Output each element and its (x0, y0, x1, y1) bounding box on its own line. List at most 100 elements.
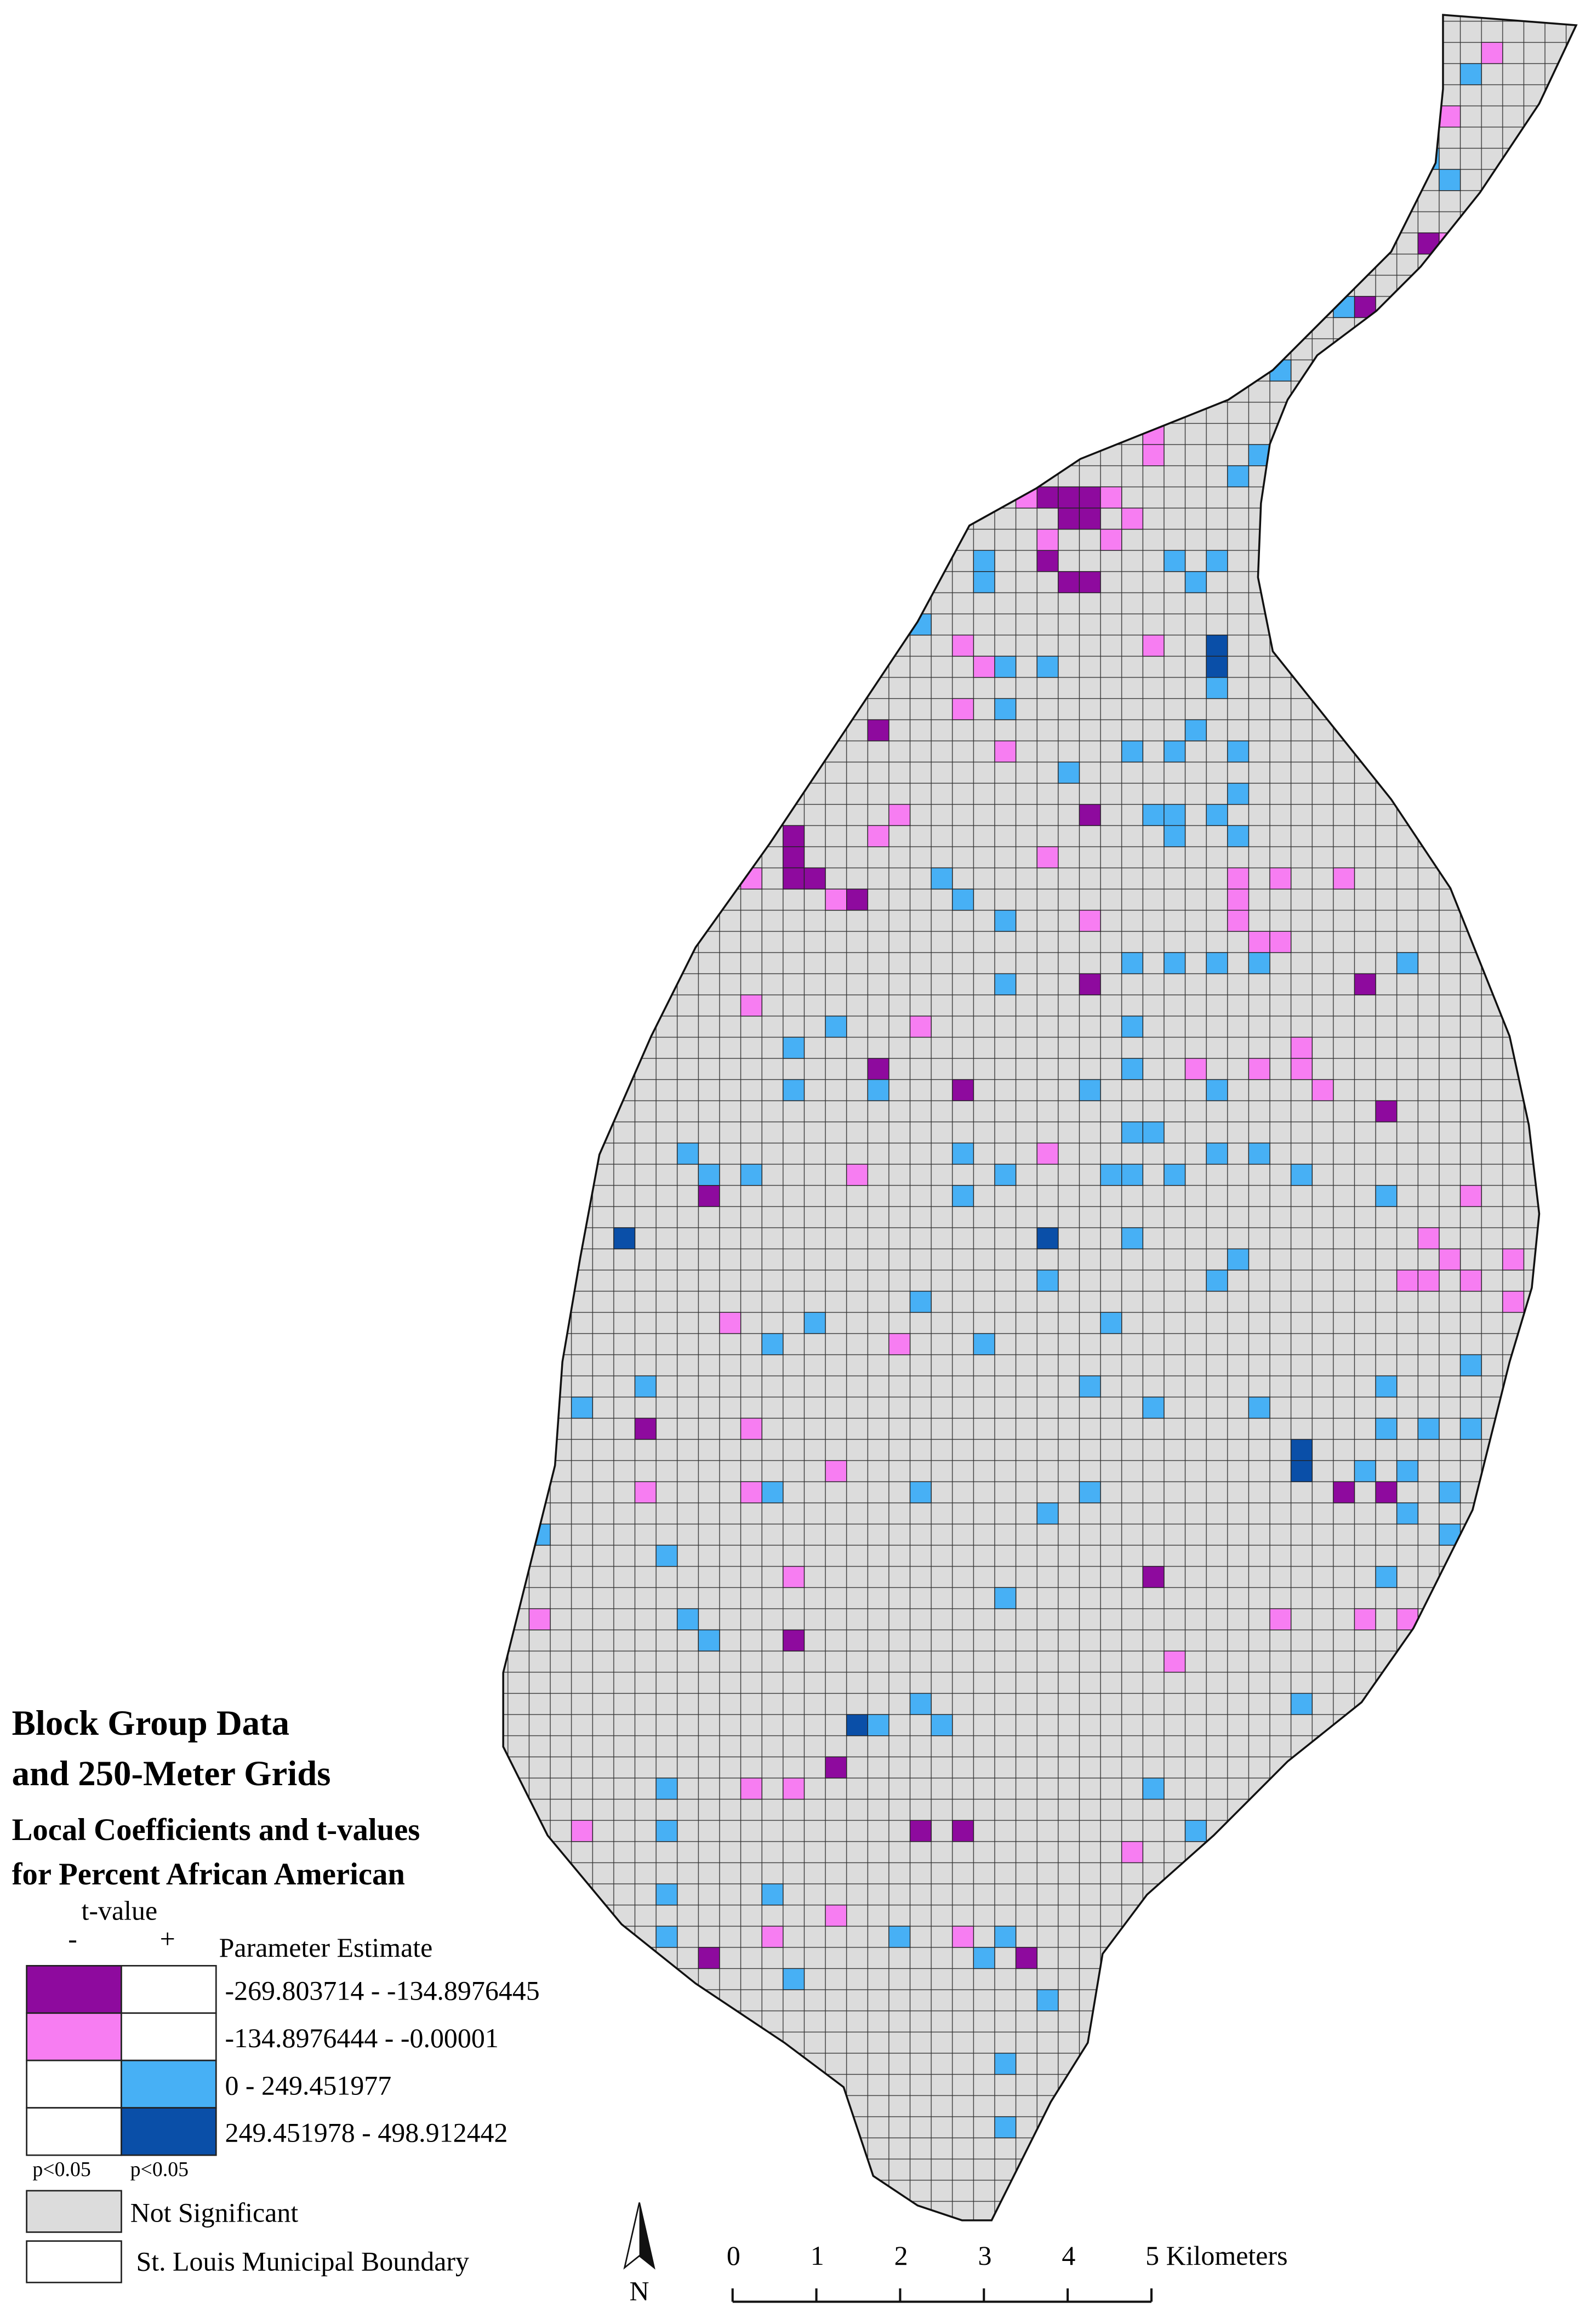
legend-swatch (26, 1965, 122, 2014)
grid-cell (1502, 1291, 1525, 1313)
grid-cell (698, 1184, 720, 1207)
grid-cell (1206, 1269, 1228, 1292)
legend-swatch (121, 2012, 217, 2061)
grid-cell (655, 1926, 678, 1948)
grid-cell (1184, 1058, 1207, 1080)
grid-cell (952, 888, 974, 911)
legend-swatches (26, 1965, 217, 2283)
grid-cell (1227, 465, 1250, 487)
legend-class: 249.451978 - 498.912442 (225, 2117, 507, 2148)
grid-cell (867, 825, 889, 847)
grid-cell (1079, 571, 1101, 594)
grid-cell (1036, 528, 1059, 551)
grid-cell (1227, 909, 1250, 932)
grid-cell (1227, 888, 1250, 911)
grid-cell (783, 1968, 805, 1990)
grid-cell (1142, 1566, 1165, 1588)
grid-cell (1481, 42, 1503, 64)
grid-cell (1100, 486, 1122, 509)
grid-cell (677, 1608, 699, 1631)
grid-cell (655, 1883, 678, 1906)
grid-cell (973, 571, 995, 594)
legend-swatch (121, 2107, 217, 2156)
grid-cell (783, 825, 805, 847)
grid-cell (973, 656, 995, 678)
grid-cell (1184, 1820, 1207, 1842)
grid-cell (698, 1164, 720, 1186)
grid-cell (571, 1820, 593, 1842)
grid-cell (1396, 952, 1418, 975)
grid-cell (1248, 338, 1270, 361)
scale-label: 3 (978, 2240, 991, 2271)
grid-cell (1248, 952, 1270, 975)
grid-cell (1333, 1481, 1355, 1503)
grid-cell (698, 1629, 720, 1651)
grid-cell (1036, 1989, 1059, 2012)
city-area (503, 15, 1576, 2220)
grid-cell (1248, 931, 1270, 953)
grid-cell (1375, 1375, 1398, 1398)
grid-cell (1459, 1417, 1482, 1440)
title: and 250-Meter Grids (12, 1754, 331, 1793)
grid-cell (740, 1778, 762, 1800)
grid-cell (1375, 1100, 1398, 1123)
grid-cell (1184, 719, 1207, 742)
grid-cell (825, 1756, 847, 1779)
grid-cell (931, 867, 953, 890)
grid-cell (803, 867, 826, 890)
legend-label: + (160, 1923, 175, 1954)
grid-cell (634, 1375, 657, 1398)
significant-cells (528, 42, 1525, 2139)
grid-cell (1121, 1164, 1143, 1186)
grid-cell (1121, 952, 1143, 975)
grid-cell (740, 994, 762, 1017)
grid-cell (1354, 973, 1376, 995)
grid-cell (1142, 634, 1165, 657)
grid-cell (1079, 973, 1101, 995)
grid-cell (761, 1481, 784, 1503)
legend-swatch (26, 2059, 122, 2109)
grid-cell (1227, 741, 1250, 763)
grid-cell (1121, 1016, 1143, 1038)
grid-cell (783, 846, 805, 869)
grid-cell (1142, 444, 1165, 466)
grid-cell (1439, 1481, 1461, 1503)
grid-cell (1164, 550, 1186, 572)
grid-cell (1206, 1079, 1228, 1101)
grid-cell (1121, 1121, 1143, 1144)
grid-cell (1290, 1439, 1313, 1461)
grid-cell (1375, 1566, 1398, 1588)
grid-cell (1269, 867, 1292, 890)
grid-cell (1269, 1608, 1292, 1631)
grid-cell (1079, 804, 1101, 826)
scale-label: 0 (727, 2240, 740, 2271)
grid-cell (698, 1947, 720, 1969)
grid-cell (1036, 1502, 1059, 1525)
grid-cell (803, 1312, 826, 1334)
grid-cell (1459, 63, 1482, 86)
grid-cell (867, 1714, 889, 1736)
grid-cell (1227, 867, 1250, 890)
grid-cell (994, 909, 1017, 932)
grid-cell (1375, 1184, 1398, 1207)
grid-cell (1100, 1164, 1122, 1186)
grid-cell (719, 1312, 742, 1334)
grid-cell (783, 1036, 805, 1059)
grid-cell (952, 1820, 974, 1842)
grid-cell (613, 1227, 636, 1250)
grid-cell (1417, 1417, 1440, 1440)
grid-cell (1058, 571, 1080, 594)
grid-cell (994, 2053, 1017, 2075)
grid-cell (1206, 550, 1228, 572)
grid-cell (1121, 508, 1143, 530)
municipal-boundary (502, 14, 1578, 2222)
grid-cell (1164, 1650, 1186, 1673)
grid-cell (1121, 741, 1143, 763)
grid-cell (909, 1820, 932, 1842)
grid-cell (1439, 105, 1461, 128)
grid-cell (1311, 1079, 1334, 1101)
grid-cell (888, 1926, 911, 1948)
grid-cell (1036, 486, 1059, 509)
grid-cell (1248, 1142, 1270, 1165)
